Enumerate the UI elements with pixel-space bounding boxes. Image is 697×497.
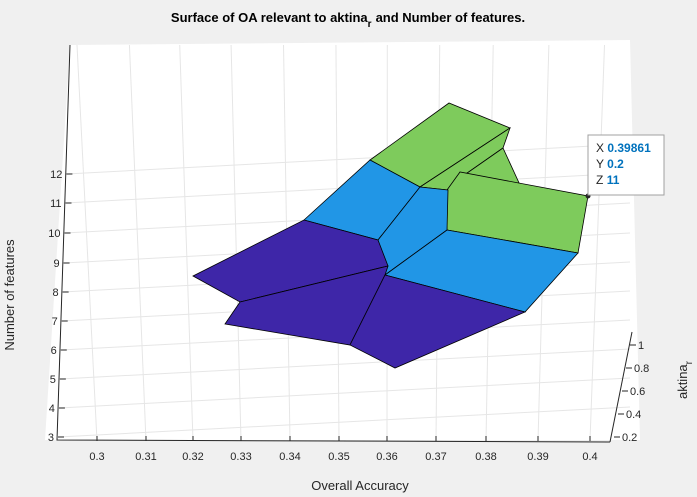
x-tick-label: 0.3 bbox=[89, 451, 104, 463]
z-gridline bbox=[58, 377, 631, 409]
z-axis-title: Number of features bbox=[2, 239, 17, 351]
data-tip-z: Z 11 bbox=[596, 173, 620, 187]
z-gridline bbox=[66, 143, 631, 175]
x-tick-label: 0.35 bbox=[328, 451, 349, 463]
y-tick-labels: 0.2 0.4 0.6 0.8 1 bbox=[614, 340, 649, 444]
x-gridline bbox=[179, 44, 194, 442]
x-gridline bbox=[589, 44, 606, 442]
z-tick-label: 12 bbox=[50, 169, 62, 181]
data-tip-x: X 0.39861 bbox=[596, 141, 651, 155]
axis-lines bbox=[56, 44, 633, 443]
x-gridline bbox=[76, 44, 98, 442]
x-tick-label: 0.37 bbox=[425, 451, 446, 463]
z-tick-label: 3 bbox=[48, 432, 54, 444]
x-tick-label: 0.34 bbox=[279, 451, 300, 463]
y-tick-label: 1 bbox=[638, 340, 644, 352]
x-tick-label: 0.39 bbox=[527, 451, 548, 463]
x-tick-labels: 0.3 0.31 0.32 0.33 0.34 0.35 0.36 0.37 0.38 0.39 0… bbox=[89, 436, 598, 463]
x-axis-title: Overall Accuracy bbox=[311, 478, 409, 493]
chart-title: Surface of OA relevant to aktinar and Num… bbox=[171, 10, 525, 30]
z-tick-label: 4 bbox=[49, 403, 55, 415]
surface-mesh bbox=[192, 102, 589, 369]
y-tick-label: 0.8 bbox=[634, 363, 649, 375]
z-gridline bbox=[57, 406, 631, 438]
z-tick-label: 7 bbox=[52, 316, 58, 328]
z-tick-label: 8 bbox=[53, 287, 59, 299]
z-gridline bbox=[59, 348, 631, 380]
data-tip[interactable]: X 0.39861 Y 0.2 Z 11 bbox=[585, 134, 665, 199]
surface-patch bbox=[192, 219, 389, 303]
z-tick-label: 10 bbox=[48, 228, 60, 240]
x-gridline bbox=[128, 44, 147, 442]
x-gridline bbox=[230, 44, 242, 442]
x-tick-label: 0.33 bbox=[230, 451, 251, 463]
x-tick-label: 0.31 bbox=[135, 451, 156, 463]
x-tick-label: 0.32 bbox=[182, 451, 203, 463]
y-tick-label: 0.4 bbox=[626, 409, 641, 421]
z-tick-label: 11 bbox=[50, 198, 61, 210]
x-tick-label: 0.38 bbox=[475, 451, 496, 463]
y-tick-label: 0.2 bbox=[622, 432, 637, 444]
z-tick-labels: 3 4 5 6 7 8 9 10 11 12 bbox=[48, 169, 73, 444]
z-tick-label: 6 bbox=[51, 345, 57, 357]
z-tick-label: 9 bbox=[53, 258, 59, 270]
x-tick-label: 0.4 bbox=[582, 451, 597, 463]
x-tick-label: 0.36 bbox=[376, 451, 397, 463]
data-tip-box bbox=[587, 134, 665, 196]
y-axis-title: aktinar bbox=[675, 360, 695, 399]
y-tick-label: 0.6 bbox=[630, 386, 645, 398]
surface-patch bbox=[349, 274, 527, 369]
data-tip-y: Y 0.2 bbox=[596, 157, 624, 171]
z-tick-label: 5 bbox=[50, 374, 56, 386]
